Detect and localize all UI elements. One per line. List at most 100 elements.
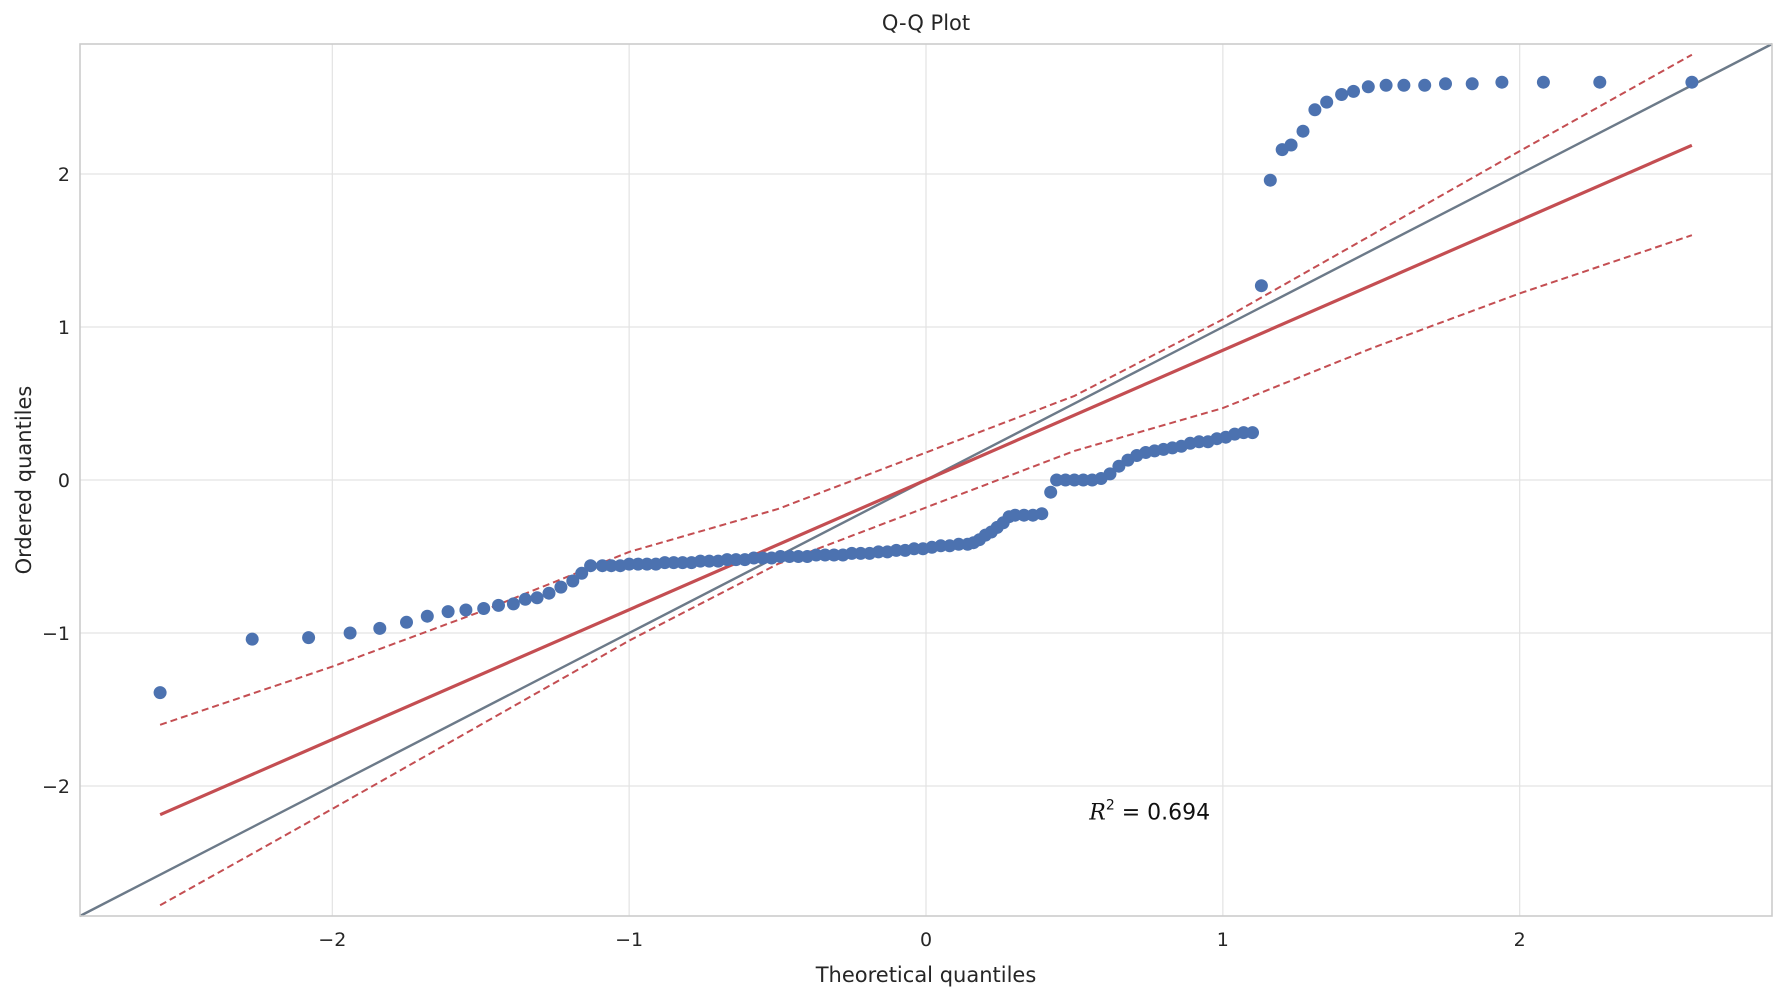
data-point <box>584 559 598 573</box>
data-point <box>845 546 859 560</box>
data-point <box>1059 473 1072 487</box>
y-tick-label: 2 <box>58 164 70 186</box>
chart-title: Q-Q Plot <box>882 11 970 35</box>
data-point <box>667 556 681 570</box>
data-point <box>1397 78 1411 92</box>
r-squared-value: = 0.694 <box>1115 801 1210 826</box>
data-point <box>477 602 491 615</box>
regression-fit-line <box>159 143 1693 817</box>
data-point <box>1361 80 1375 94</box>
confidence-band-upper <box>159 53 1693 726</box>
confidence-band-lower <box>159 234 1693 907</box>
data-point <box>1335 88 1349 101</box>
data-point <box>604 559 618 573</box>
data-point <box>1593 75 1607 89</box>
data-point <box>1008 508 1022 522</box>
data-point <box>1192 435 1206 449</box>
data-point <box>1296 124 1310 138</box>
data-point <box>566 574 580 588</box>
data-point <box>1439 77 1452 91</box>
data-point <box>747 551 761 565</box>
data-point <box>818 548 832 562</box>
data-point <box>1067 473 1081 487</box>
data-point <box>1263 173 1277 187</box>
x-axis-title: Theoretical quantiles <box>815 963 1037 987</box>
data-point <box>658 556 672 570</box>
data-point <box>774 550 787 563</box>
data-point <box>575 566 589 580</box>
data-point <box>1465 77 1479 91</box>
data-point <box>530 591 544 605</box>
data-point <box>1035 507 1049 521</box>
data-point <box>1103 467 1117 481</box>
y-tick-label: 0 <box>58 470 70 492</box>
data-point <box>441 605 455 619</box>
r-squared-exponent: 2 <box>1106 798 1115 814</box>
y-axis-title: Ordered quantiles <box>12 386 36 575</box>
x-tick-label: 2 <box>1514 929 1526 951</box>
r-squared-variable: R <box>1088 801 1106 826</box>
data-point <box>506 597 520 611</box>
data-point <box>934 539 948 553</box>
data-point <box>1246 426 1259 440</box>
data-point <box>1536 75 1550 89</box>
data-point <box>1320 95 1334 109</box>
data-point <box>640 557 654 571</box>
data-point <box>1044 485 1058 499</box>
data-point <box>791 550 805 563</box>
data-point <box>1284 138 1298 152</box>
data-point <box>631 557 645 571</box>
data-point <box>1017 508 1031 522</box>
data-point <box>854 546 868 560</box>
data-point <box>1347 84 1360 98</box>
plot-frame <box>79 43 1773 917</box>
data-point <box>693 554 707 568</box>
y-tick-label: −1 <box>42 623 70 645</box>
r-squared-annotation: R2 = 0.694 <box>1088 798 1210 826</box>
data-point <box>153 686 167 700</box>
data-point <box>1495 75 1509 89</box>
y-tick-label: 1 <box>58 317 70 339</box>
data-point <box>420 609 434 623</box>
y-tick-label: −2 <box>42 776 70 798</box>
data-points <box>153 75 1699 700</box>
data-point <box>702 554 716 568</box>
data-point <box>729 553 743 567</box>
data-point <box>542 586 556 600</box>
data-point <box>756 551 770 565</box>
data-point <box>1418 78 1432 92</box>
data-point <box>245 632 259 646</box>
data-point <box>400 615 413 629</box>
data-point <box>1379 78 1393 92</box>
data-point <box>373 621 387 635</box>
data-point <box>459 603 473 617</box>
data-point <box>952 537 966 551</box>
data-point <box>492 598 505 612</box>
data-point <box>1237 426 1251 440</box>
data-point <box>1308 103 1322 117</box>
data-point <box>809 548 823 562</box>
data-point <box>554 580 568 594</box>
x-tick-labels: −2 −1 0 1 2 <box>318 929 1525 951</box>
data-point <box>889 543 903 557</box>
data-point <box>518 592 532 606</box>
x-tick-label: −1 <box>615 929 643 951</box>
data-point <box>783 550 796 563</box>
x-tick-label: 0 <box>920 929 932 951</box>
data-point <box>827 548 841 562</box>
grid-lines <box>80 44 1772 916</box>
data-point <box>343 626 357 640</box>
data-point <box>720 553 734 567</box>
data-point <box>1076 473 1090 487</box>
data-point <box>676 556 690 570</box>
data-point <box>1050 473 1064 487</box>
data-point <box>595 559 609 573</box>
y-tick-labels: −2 −1 0 1 2 <box>42 164 70 798</box>
data-point <box>302 631 316 645</box>
data-point <box>1254 279 1268 293</box>
data-point <box>872 545 885 559</box>
data-point <box>907 542 921 556</box>
data-point <box>1685 75 1699 89</box>
data-point <box>622 557 636 571</box>
